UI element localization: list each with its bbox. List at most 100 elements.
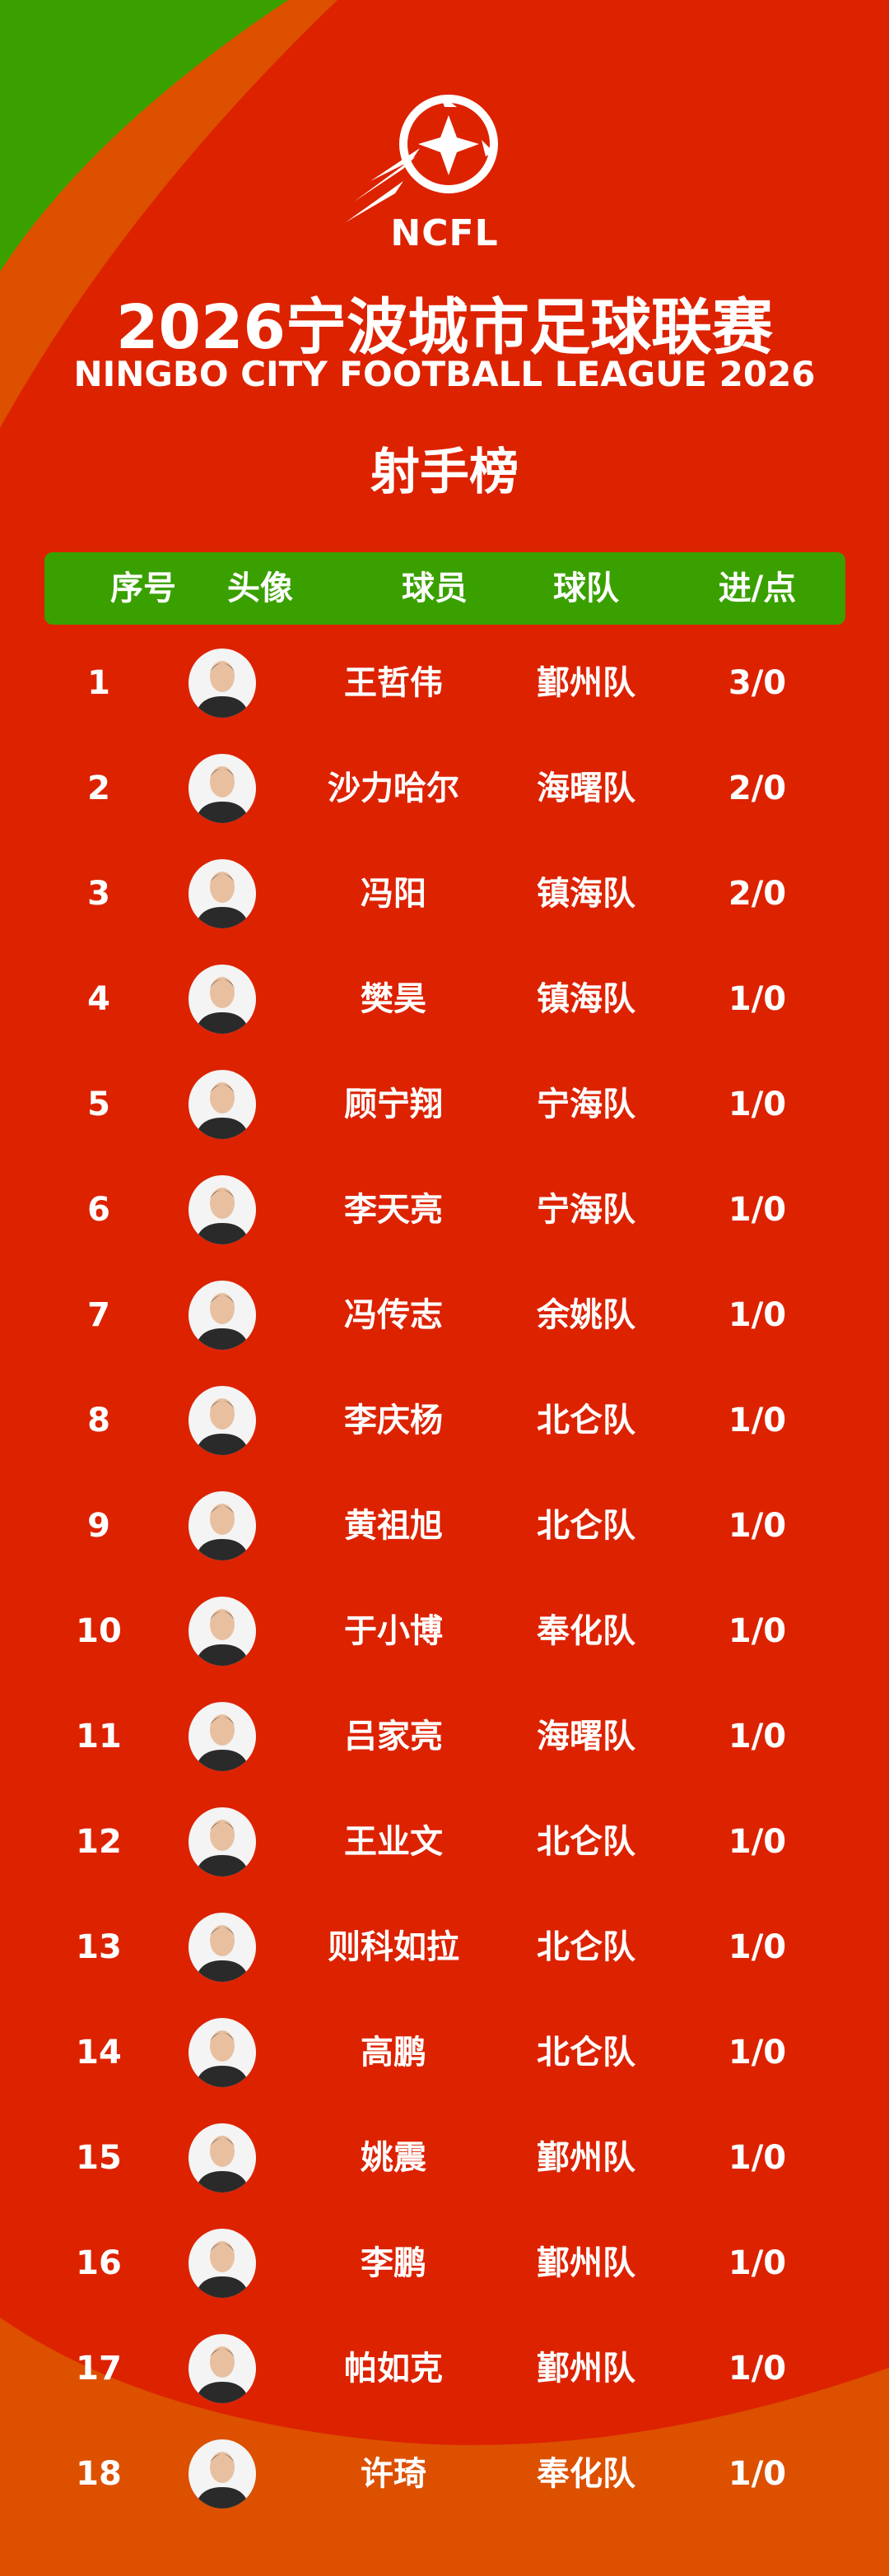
team-name: 镇海队	[537, 980, 635, 1018]
page-subtitle: 射手榜	[370, 444, 519, 501]
player-avatar	[189, 2439, 256, 2509]
player-name: 吕家亮	[344, 1718, 443, 1755]
player-avatar	[189, 2334, 256, 2403]
player-avatar	[189, 754, 256, 823]
table-row: 2 沙力哈尔 海曙队 2/0	[0, 736, 889, 841]
table-row: 6 李天亮 宁海队 1/0	[0, 1157, 889, 1262]
table-row: 16 李鹏 鄞州队 1/0	[0, 2211, 889, 2316]
rank: 5	[87, 1086, 110, 1123]
player-name: 姚震	[361, 2139, 426, 2177]
goals-penalties: 1/0	[728, 1928, 787, 1966]
player-avatar	[189, 1491, 256, 1560]
team-name: 北仑队	[537, 1823, 635, 1861]
goals-penalties: 1/0	[728, 2244, 787, 2282]
rank: 10	[76, 1612, 122, 1650]
table-row: 5 顾宁翔 宁海队 1/0	[0, 1052, 889, 1157]
player-name: 樊昊	[361, 980, 426, 1018]
player-avatar	[189, 1386, 256, 1455]
table-row: 3 冯阳 镇海队 2/0	[0, 841, 889, 946]
team-name: 北仑队	[537, 2034, 635, 2071]
table-row: 11 吕家亮 海曙队 1/0	[0, 1684, 889, 1789]
player-avatar	[189, 2123, 256, 2192]
rank: 9	[87, 1507, 110, 1545]
team-name: 鄞州队	[537, 2244, 635, 2282]
rank: 18	[76, 2455, 122, 2493]
player-avatar	[189, 965, 256, 1034]
rank: 6	[87, 1191, 110, 1229]
player-avatar	[189, 649, 256, 718]
rank: 14	[76, 2034, 122, 2071]
player-avatar	[189, 1597, 256, 1666]
team-name: 海曙队	[537, 1718, 635, 1755]
goals-penalties: 1/0	[728, 1612, 787, 1650]
table-row: 15 姚震 鄞州队 1/0	[0, 2105, 889, 2211]
team-name: 鄞州队	[537, 664, 635, 702]
rank: 4	[87, 980, 110, 1018]
rank: 15	[76, 2139, 122, 2177]
table-row: 7 冯传志 余姚队 1/0	[0, 1262, 889, 1368]
table-row: 12 王业文 北仑队 1/0	[0, 1789, 889, 1895]
player-avatar	[189, 1913, 256, 1982]
team-name: 北仑队	[537, 1402, 635, 1439]
header-rank: 序号	[110, 570, 176, 607]
player-name: 顾宁翔	[344, 1086, 443, 1123]
rank: 11	[76, 1718, 122, 1755]
rank: 17	[76, 2350, 122, 2388]
team-name: 镇海队	[537, 875, 635, 913]
team-name: 海曙队	[537, 770, 635, 807]
player-avatar	[189, 1702, 256, 1771]
player-avatar	[189, 2229, 256, 2298]
player-name: 许琦	[361, 2455, 426, 2493]
player-name: 王业文	[344, 1823, 443, 1861]
player-name: 李鹏	[361, 2244, 426, 2282]
table-row: 13 则科如拉 北仑队 1/0	[0, 1895, 889, 2000]
team-name: 奉化队	[537, 1612, 635, 1650]
player-name: 王哲伟	[344, 664, 443, 702]
team-name: 北仑队	[537, 1507, 635, 1545]
player-name: 于小博	[344, 1612, 443, 1650]
table-row: 18 许琦 奉化队 1/0	[0, 2421, 889, 2527]
goals-penalties: 1/0	[728, 2139, 787, 2177]
goals-penalties: 1/0	[728, 980, 787, 1018]
header-avatar: 头像	[227, 570, 293, 607]
player-name: 冯传志	[344, 1296, 443, 1334]
player-name: 李庆杨	[344, 1402, 443, 1439]
goals-penalties: 2/0	[728, 875, 787, 913]
player-avatar	[189, 1070, 256, 1139]
goals-penalties: 1/0	[728, 1191, 787, 1229]
rank: 8	[87, 1402, 110, 1439]
rank: 12	[76, 1823, 122, 1861]
player-name: 帕如克	[344, 2350, 443, 2388]
rank: 7	[87, 1296, 110, 1334]
player-avatar	[189, 859, 256, 928]
goals-penalties: 1/0	[728, 2350, 787, 2388]
player-avatar	[189, 1807, 256, 1876]
header-team: 球队	[553, 570, 619, 607]
table-row: 9 黄祖旭 北仑队 1/0	[0, 1473, 889, 1579]
table-row: 14 高鹏 北仑队 1/0	[0, 2000, 889, 2105]
goals-penalties: 1/0	[728, 1402, 787, 1439]
page-title-english: NINGBO CITY FOOTBALL LEAGUE 2026	[73, 354, 816, 394]
team-name: 鄞州队	[537, 2139, 635, 2177]
rank: 13	[76, 1928, 122, 1966]
rank: 3	[87, 875, 110, 913]
goals-penalties: 1/0	[728, 1086, 787, 1123]
player-name: 黄祖旭	[344, 1507, 443, 1545]
goals-penalties: 1/0	[728, 2455, 787, 2493]
goals-penalties: 1/0	[728, 1296, 787, 1334]
team-name: 鄞州队	[537, 2350, 635, 2388]
logo-text: NCFL	[390, 212, 499, 254]
table-row: 8 李庆杨 北仑队 1/0	[0, 1368, 889, 1473]
player-name: 冯阳	[361, 875, 426, 913]
table-header: 序号 头像 球员 球队 进/点	[44, 552, 845, 625]
player-avatar	[189, 2018, 256, 2087]
team-name: 余姚队	[537, 1296, 635, 1334]
table-row: 4 樊昊 镇海队 1/0	[0, 946, 889, 1052]
player-name: 高鹏	[361, 2034, 426, 2071]
player-avatar	[189, 1175, 256, 1244]
team-name: 宁海队	[537, 1191, 635, 1229]
goals-penalties: 3/0	[728, 664, 787, 702]
player-avatar	[189, 1281, 256, 1350]
goals-penalties: 1/0	[728, 1507, 787, 1545]
table-row: 17 帕如克 鄞州队 1/0	[0, 2316, 889, 2421]
